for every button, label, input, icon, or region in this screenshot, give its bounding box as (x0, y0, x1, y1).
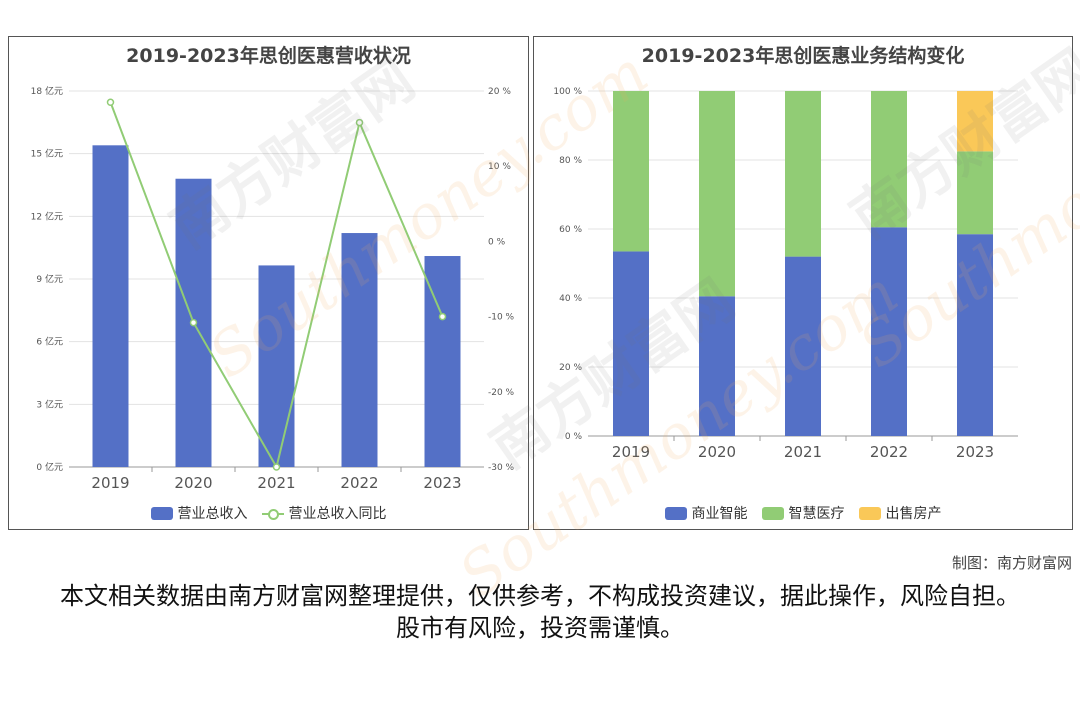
revenue-bar (92, 145, 129, 468)
y-left-tick-label: 0 亿元 (36, 461, 63, 473)
y-right-tick-label: -10 % (488, 313, 515, 323)
legend-swatch-property-sales (858, 506, 881, 520)
revenue-yoy-point (355, 118, 364, 127)
y-left-tick-label: 18 亿元 (31, 85, 63, 97)
legend-swatch-revenue (150, 506, 173, 520)
y-left-tick-label: 15 亿元 (31, 148, 63, 160)
x-tick-label: 2022 (340, 474, 378, 492)
legend-item-revenue-yoy[interactable]: 营业总收入同比 (261, 503, 387, 523)
stacked-bar-segment (871, 227, 907, 436)
stacked-bar-segment (785, 91, 821, 257)
disclaimer-text: 本文相关数据由南方财富网整理提供，仅供参考，不构成投资建议，据此操作，风险自担。… (60, 582, 1020, 642)
revenue-chart-svg: 0 亿元 3 亿元 6 亿元 9 亿元 12 亿元 15 亿元 18 亿元 -30 % -20 … (31, 85, 515, 492)
revenue-yoy-point (272, 463, 281, 471)
x-tick-label: 2023 (956, 443, 994, 461)
revenue-bar (341, 233, 378, 467)
legend-label-property-sales: 出售房产 (885, 506, 942, 522)
stacked-bar-segment (957, 151, 993, 235)
y-right-tick-label: -20 % (488, 388, 515, 398)
legend-label-business-intelligence: 商业智能 (691, 506, 748, 522)
y-right-tick-label: -30 % (488, 463, 515, 473)
y-right-tick-label: 10 % (488, 162, 511, 172)
legend-item-revenue[interactable]: 营业总收入 (150, 503, 248, 523)
structure-chart-title: 2019-2023年思创医惠业务结构变化 (641, 45, 965, 67)
legend-item-smart-healthcare[interactable]: 智慧医疗 (761, 503, 845, 523)
revenue-bar (424, 256, 461, 467)
y-left-tick-label: 9 亿元 (36, 273, 63, 285)
stacked-bar-segment (699, 296, 735, 436)
x-tick-label: 2023 (423, 474, 461, 492)
chart-credit: 制图：南方财富网 (951, 554, 1072, 572)
y-left-tick-label: 12 亿元 (31, 210, 63, 222)
legend-swatch-business-intelligence (664, 506, 687, 520)
legend-swatch-smart-healthcare (761, 506, 784, 520)
x-tick-label: 2021 (257, 474, 295, 492)
legend-swatch-revenue-yoy (261, 507, 284, 520)
legend-label-revenue-yoy: 营业总收入同比 (288, 506, 387, 522)
x-tick-label: 2022 (870, 443, 908, 461)
y-tick-label: 20 % (559, 363, 582, 373)
x-tick-label: 2019 (91, 474, 129, 492)
y-tick-label: 80 % (559, 156, 582, 166)
y-tick-label: 100 % (553, 87, 582, 97)
stacked-bar-segment (785, 256, 821, 436)
stacked-bar-segment (957, 234, 993, 436)
revenue-chart-legend: 营业总收入 营业总收入同比 (9, 503, 528, 523)
y-tick-label: 0 % (565, 432, 583, 442)
revenue-chart-title: 2019-2023年思创医惠营收状况 (126, 45, 411, 67)
y-right-tick-label: 0 % (488, 237, 506, 247)
legend-label-smart-healthcare: 智慧医疗 (788, 506, 845, 522)
x-tick-label: 2021 (784, 443, 822, 461)
x-tick-label: 2020 (698, 443, 736, 461)
y-left-tick-label: 3 亿元 (36, 398, 63, 410)
revenue-yoy-point (438, 312, 447, 321)
revenue-bar (258, 265, 295, 467)
y-tick-label: 40 % (559, 294, 582, 304)
x-tick-label: 2020 (174, 474, 212, 492)
y-left-tick-label: 6 亿元 (36, 336, 63, 348)
legend-item-property-sales[interactable]: 出售房产 (858, 503, 942, 523)
y-right-tick-label: 20 % (488, 87, 511, 97)
stacked-bar-segment (613, 91, 649, 252)
stacked-bar-segment (957, 91, 993, 152)
stacked-bar-segment (871, 91, 907, 228)
revenue-yoy-point (106, 98, 115, 107)
structure-chart-svg: 0 % 20 % 40 % 60 % 80 % 100 % 2019 2020 2021 2022… (553, 87, 1018, 461)
structure-chart-panel: 2019-2023年思创医惠业务结构变化 0 % 20 % 40 % 60 % 80 %… (533, 36, 1073, 530)
revenue-chart-panel: 2019-2023年思创医惠营收状况 0 亿元 3 亿元 6 亿元 9 亿元 12 亿元… (8, 36, 529, 530)
y-tick-label: 60 % (559, 225, 582, 235)
revenue-yoy-point (189, 318, 198, 327)
legend-item-business-intelligence[interactable]: 商业智能 (664, 503, 748, 523)
structure-chart-legend: 商业智能 智慧医疗 出售房产 (534, 503, 1072, 523)
x-tick-label: 2019 (612, 443, 650, 461)
stacked-bar-segment (699, 91, 735, 297)
legend-label-revenue: 营业总收入 (177, 506, 248, 522)
stacked-bar-segment (613, 251, 649, 436)
